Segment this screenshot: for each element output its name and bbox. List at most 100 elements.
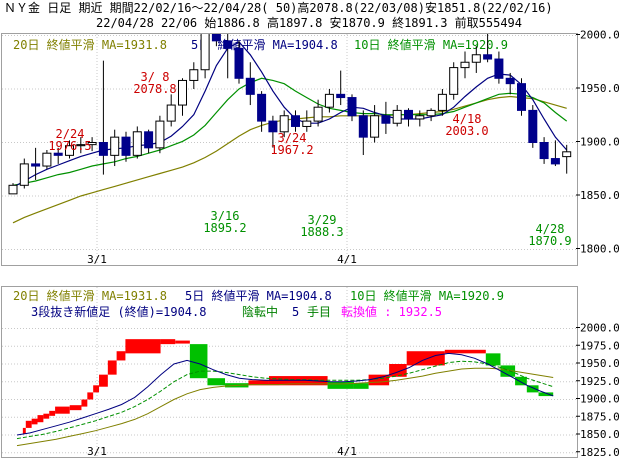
- candle-body-down: [539, 142, 549, 160]
- status-step-number: 5: [292, 305, 300, 319]
- candle-body-down: [517, 83, 526, 111]
- candle: [87, 137, 97, 152]
- annotation-3-16-date: 3/16: [211, 209, 240, 223]
- candle-body-up: [562, 151, 572, 158]
- brick-up: [107, 360, 117, 375]
- candle: [539, 137, 549, 164]
- y-tick-label: 1900.0: [580, 393, 620, 406]
- annotation-4-28-date: 4/28: [536, 222, 565, 236]
- brick-up: [37, 415, 44, 423]
- brick-up: [49, 410, 56, 416]
- brick-down: [500, 365, 516, 377]
- chart-header: ＮＹ金 日足 期近 期間22/02/16～22/04/28( 50)高2078.…: [0, 0, 624, 32]
- candle: [471, 46, 481, 73]
- candle-body-down: [98, 142, 108, 156]
- brick-up: [87, 392, 94, 400]
- candle: [336, 70, 346, 106]
- candle: [144, 129, 154, 154]
- brick-up: [69, 405, 82, 411]
- candle-body-up: [189, 69, 199, 81]
- candle-body-down: [550, 158, 560, 165]
- ma20-line: [12, 95, 567, 224]
- candle-body-down: [268, 120, 278, 133]
- annotation-4-28-value: 1870.9: [528, 234, 571, 248]
- brick-down: [485, 353, 501, 366]
- legend-ma20: 20日 終値平滑 MA=1931.8: [13, 289, 167, 303]
- new-price-bar-panel[interactable]: 20日 終値平滑 MA=1931.8 5日 終値平滑 MA=1904.8 10日…: [1, 286, 578, 458]
- candle: [313, 99, 323, 127]
- y-tick-label: 1900.0: [580, 136, 620, 149]
- candle-body-down: [211, 34, 221, 42]
- status-step-label: 手目: [307, 305, 332, 319]
- candle-body-up: [426, 109, 436, 117]
- candle-body-up: [415, 115, 425, 120]
- y-tick-label: 1825.0: [580, 446, 620, 459]
- brick-up: [31, 418, 38, 425]
- candle-body-up: [178, 79, 187, 106]
- brick-down: [353, 383, 369, 389]
- candle-body-up: [65, 145, 74, 156]
- candle-body-down: [336, 93, 346, 99]
- status-label: 3段抜き新値足 (終値)=1904.8: [31, 305, 207, 319]
- candle: [550, 140, 560, 167]
- candle: [98, 60, 108, 175]
- brick-up: [125, 339, 161, 354]
- brick-up: [99, 374, 108, 387]
- annotation-3-24-value: 1967.2: [270, 143, 313, 157]
- candle-body-up: [19, 163, 29, 186]
- candle-body-up: [279, 115, 289, 133]
- candle: [370, 105, 380, 143]
- candlestick-panel[interactable]: 20日 終値平滑 MA=1931.8 5日 終値平滑 MA=1904.8 10日…: [1, 33, 578, 266]
- candle-body-down: [483, 54, 493, 60]
- brick-up: [43, 413, 50, 419]
- status-trend: 陰転中: [242, 305, 279, 319]
- candle: [291, 110, 300, 132]
- candle: [517, 78, 526, 116]
- candle-body-up: [313, 106, 323, 122]
- candle: [65, 140, 74, 159]
- candle-body-up: [42, 152, 52, 167]
- x-tick-label-3-1: 3/1: [87, 253, 107, 265]
- candle: [415, 110, 425, 127]
- candle-body-up: [471, 54, 481, 63]
- candle: [494, 51, 504, 84]
- candle: [189, 62, 199, 89]
- candle: [302, 110, 312, 132]
- brick-up: [444, 349, 486, 354]
- candle: [483, 34, 493, 63]
- candle: [404, 108, 413, 127]
- y-tick-label: 1850.0: [580, 428, 620, 441]
- annotation-3-24-date: 3/24: [278, 131, 307, 145]
- candle-body-down: [257, 93, 267, 122]
- y-tick-label: 2000.0: [580, 322, 620, 335]
- header-latest-bar: 22/04/28 22/06 始1886.8 高1897.8 安1870.9 終…: [96, 16, 523, 30]
- candle-body-down: [53, 152, 63, 156]
- brick-up: [55, 406, 70, 414]
- candle-body-down: [121, 136, 131, 156]
- candle-body-down: [528, 109, 538, 143]
- y-tick-label: 1950.0: [580, 82, 620, 95]
- candle-body-down: [144, 131, 154, 149]
- candle: [223, 34, 233, 79]
- candle: [234, 40, 244, 84]
- y-tick-label: 1875.0: [580, 410, 620, 423]
- candle-body-down: [245, 77, 255, 95]
- candle-body-down: [505, 77, 515, 85]
- brick-down: [515, 376, 527, 386]
- candle: [392, 105, 402, 127]
- candle: [19, 158, 29, 189]
- candle: [257, 91, 267, 132]
- brick-up: [22, 427, 26, 434]
- candle-body-up: [87, 142, 97, 146]
- ma10-line: [16, 360, 554, 440]
- candle-body-up: [8, 184, 18, 195]
- header-summary: ＮＹ金 日足 期近 期間22/02/16～22/04/28( 50)高2078.…: [4, 1, 553, 15]
- candle: [324, 89, 334, 113]
- annotation-2-24-value: 1976.5: [48, 139, 91, 153]
- brick-down: [189, 344, 208, 379]
- brick-down: [327, 381, 354, 389]
- candle-body-up: [155, 120, 165, 149]
- candle: [200, 34, 210, 79]
- brick-up: [25, 420, 32, 428]
- candle: [426, 108, 436, 122]
